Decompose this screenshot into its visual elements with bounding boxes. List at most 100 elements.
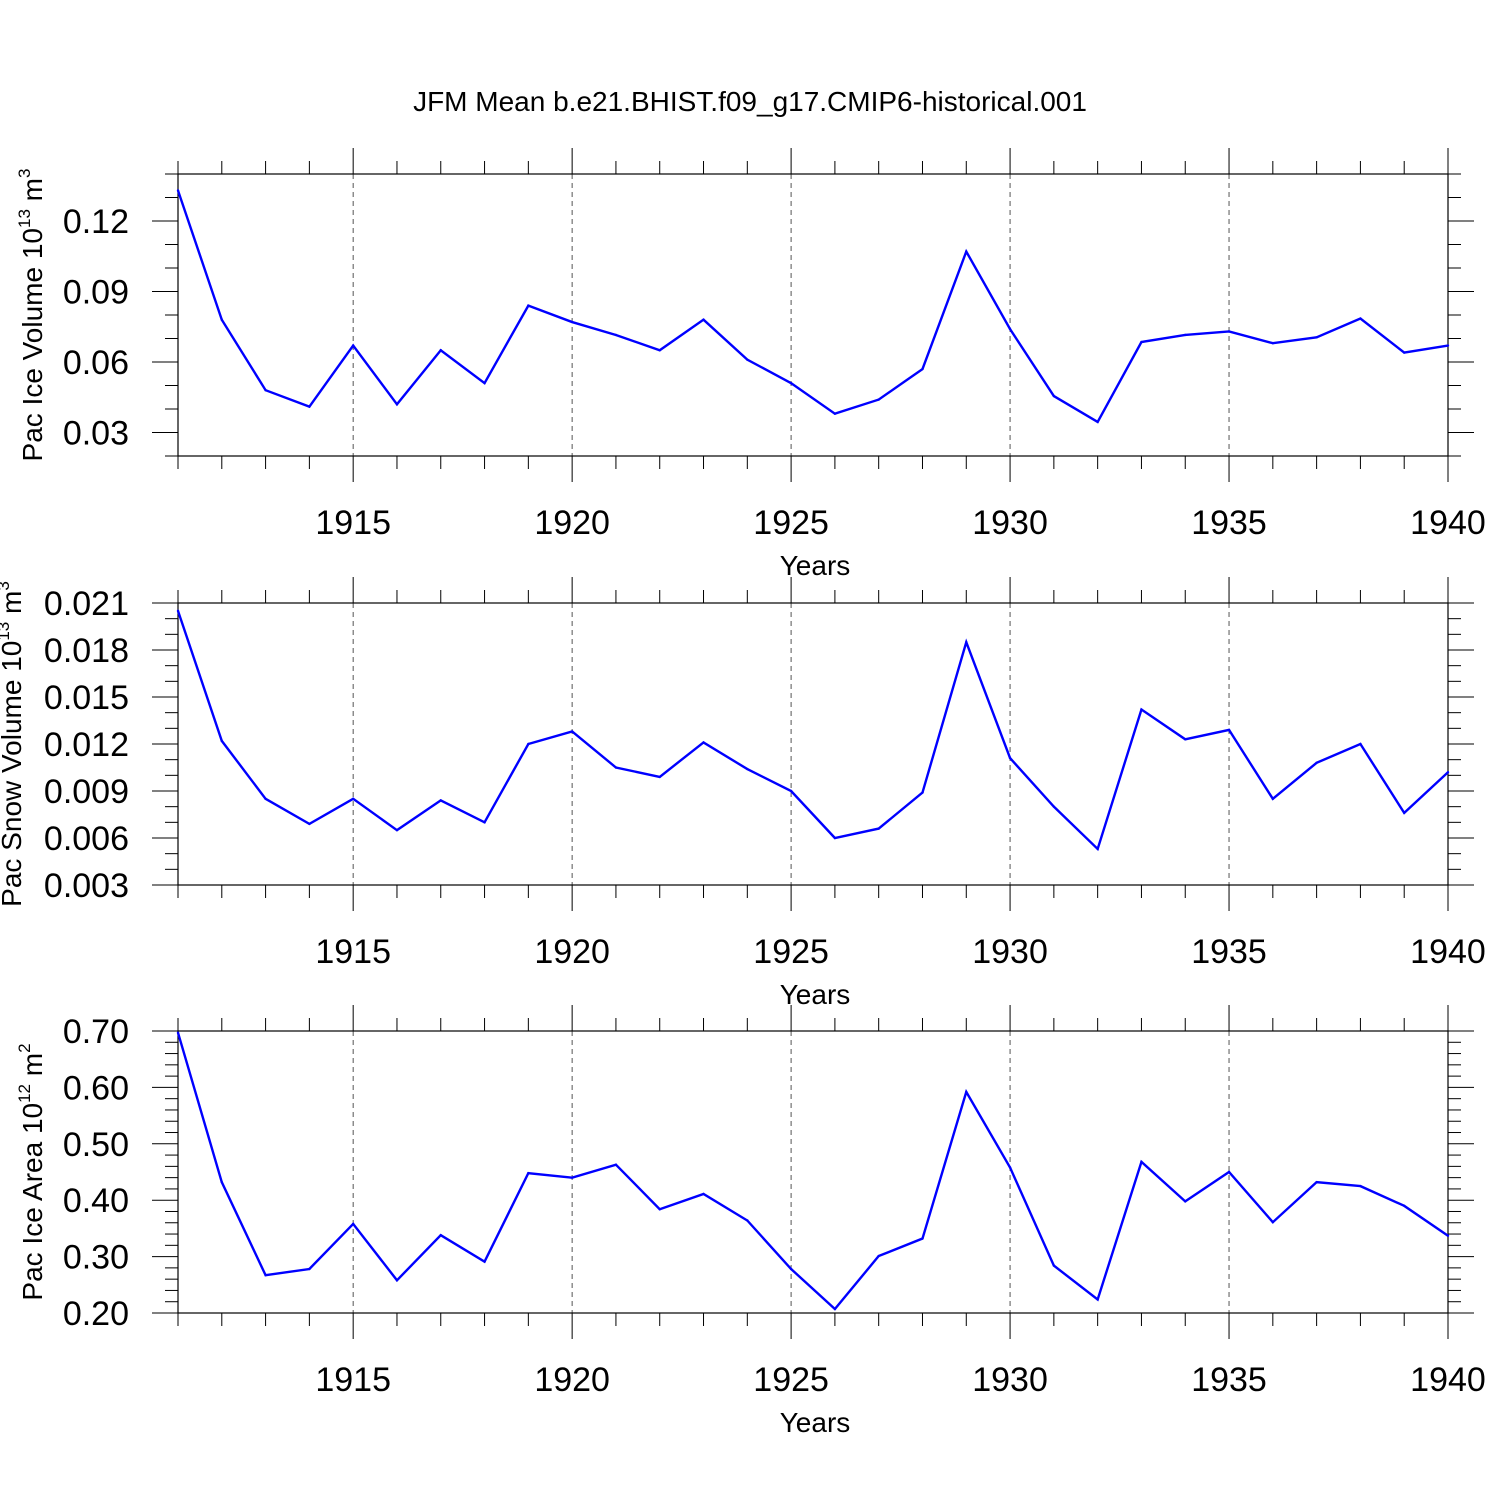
data-point: [965, 640, 968, 644]
y-label-part: Pac Ice Area 10: [17, 1103, 48, 1301]
data-point: [1140, 1160, 1143, 1164]
data-point: [1271, 1220, 1275, 1224]
data-point: [1315, 1180, 1318, 1184]
data-point: [1271, 342, 1275, 345]
data-point: [483, 381, 486, 385]
x-tick-label: 1935: [1191, 504, 1267, 542]
data-point: [1096, 420, 1099, 424]
data-point: [1403, 1204, 1406, 1208]
data-point: [308, 405, 311, 408]
data-point: [789, 1267, 793, 1271]
data-point: [1184, 1200, 1187, 1203]
data-point: [614, 1163, 618, 1166]
data-point: [1446, 1234, 1450, 1237]
y-label-superscript: 13: [15, 209, 34, 228]
data-point: [702, 318, 705, 321]
y-label-superscript: 13: [0, 622, 13, 641]
x-tick-label: 1935: [1191, 1361, 1267, 1399]
data-point: [176, 1031, 180, 1034]
data-point: [833, 412, 837, 415]
data-point: [789, 789, 793, 793]
data-point: [789, 381, 793, 385]
y-label-part: Pac Snow Volume 10: [0, 641, 27, 907]
data-point: [308, 1267, 311, 1271]
data-point: [176, 189, 180, 192]
y-label-superscript: 12: [15, 1084, 34, 1103]
data-point: [527, 742, 530, 746]
data-point: [877, 398, 880, 401]
plot-frame: [177, 1030, 1449, 1314]
data-point: [1359, 317, 1362, 320]
data-point: [1227, 1170, 1231, 1174]
panel-1: 0.03 0.06 0.09 0.12 1915 1920 1925 1930 1935 1940…: [15, 148, 1486, 581]
data-point: [264, 797, 267, 801]
data-point: [702, 1192, 705, 1196]
data-point: [1052, 1264, 1056, 1267]
data-point: [439, 349, 442, 352]
data-point: [1052, 394, 1056, 398]
x-tick-label: 1930: [972, 504, 1048, 542]
data-point: [1403, 811, 1406, 815]
x-tick-label: 1915: [315, 933, 391, 971]
data-point: [614, 333, 618, 337]
data-point: [658, 349, 661, 352]
y-tick-label: 0.006: [44, 820, 129, 858]
x-tick-label: 1925: [753, 933, 829, 971]
x-tick-label: 1935: [1191, 933, 1267, 971]
data-point: [921, 1237, 924, 1240]
data-point: [395, 828, 399, 832]
data-point: [1446, 771, 1450, 774]
x-tick-label: 1940: [1410, 1361, 1486, 1399]
data-point: [1140, 340, 1143, 344]
y-tick-label: 0.009: [44, 773, 129, 811]
data-point: [1008, 327, 1012, 331]
data-point: [702, 741, 705, 744]
y-label-superscript: 3: [0, 581, 13, 590]
data-point: [1403, 351, 1406, 354]
x-tick-label: 1920: [534, 1361, 610, 1399]
data-point: [746, 767, 749, 771]
panel-3: 0.20 0.30 0.40 0.50 0.60 0.70 1915 1920 1925 1930…: [15, 1005, 1486, 1438]
x-tick-label: 1940: [1410, 504, 1486, 542]
data-point: [220, 318, 223, 321]
data-point: [351, 1222, 355, 1226]
series-line: [176, 610, 1449, 852]
y-tick-label: 0.70: [63, 1013, 129, 1051]
data-point: [1008, 756, 1012, 760]
x-tick-label: 1925: [753, 504, 829, 542]
y-label-part: m: [17, 1053, 48, 1084]
data-point: [833, 836, 837, 840]
y-tick-label: 0.30: [63, 1239, 129, 1277]
data-point: [746, 1219, 749, 1222]
data-point: [570, 1176, 574, 1179]
x-tick-label: 1940: [1410, 933, 1486, 971]
series-line: [176, 1032, 1449, 1311]
data-point: [1140, 708, 1143, 711]
y-axis-label: Pac Snow Volume 1013 m3: [0, 581, 27, 907]
y-tick-label: 0.003: [44, 867, 129, 905]
y-axis-label: Pac Ice Area 1012 m2: [15, 1043, 48, 1300]
y-tick-label: 0.015: [44, 679, 129, 717]
data-point: [220, 739, 223, 743]
x-axis-label: Years: [780, 979, 851, 1010]
data-point: [1446, 344, 1450, 347]
data-point: [308, 822, 311, 826]
data-point: [220, 1180, 223, 1184]
data-point: [176, 609, 180, 613]
y-label-part: m: [0, 591, 27, 622]
data-point: [1052, 805, 1056, 808]
data-point: [658, 775, 661, 779]
x-tick-label: 1920: [534, 933, 610, 971]
data-point: [1271, 797, 1275, 801]
y-tick-label: 0.021: [44, 585, 129, 623]
data-point: [877, 1254, 880, 1258]
data-point: [1315, 336, 1318, 339]
data-point: [439, 799, 442, 802]
data-point: [965, 250, 968, 253]
data-point: [527, 1171, 530, 1175]
y-axis-label: Pac Ice Volume 1013 m3: [15, 169, 48, 462]
panel-2: 0.003 0.006 0.009 0.012 0.015 0.018 0.021 1915 1…: [0, 577, 1486, 1010]
data-point: [877, 827, 880, 830]
data-point: [395, 1279, 399, 1282]
